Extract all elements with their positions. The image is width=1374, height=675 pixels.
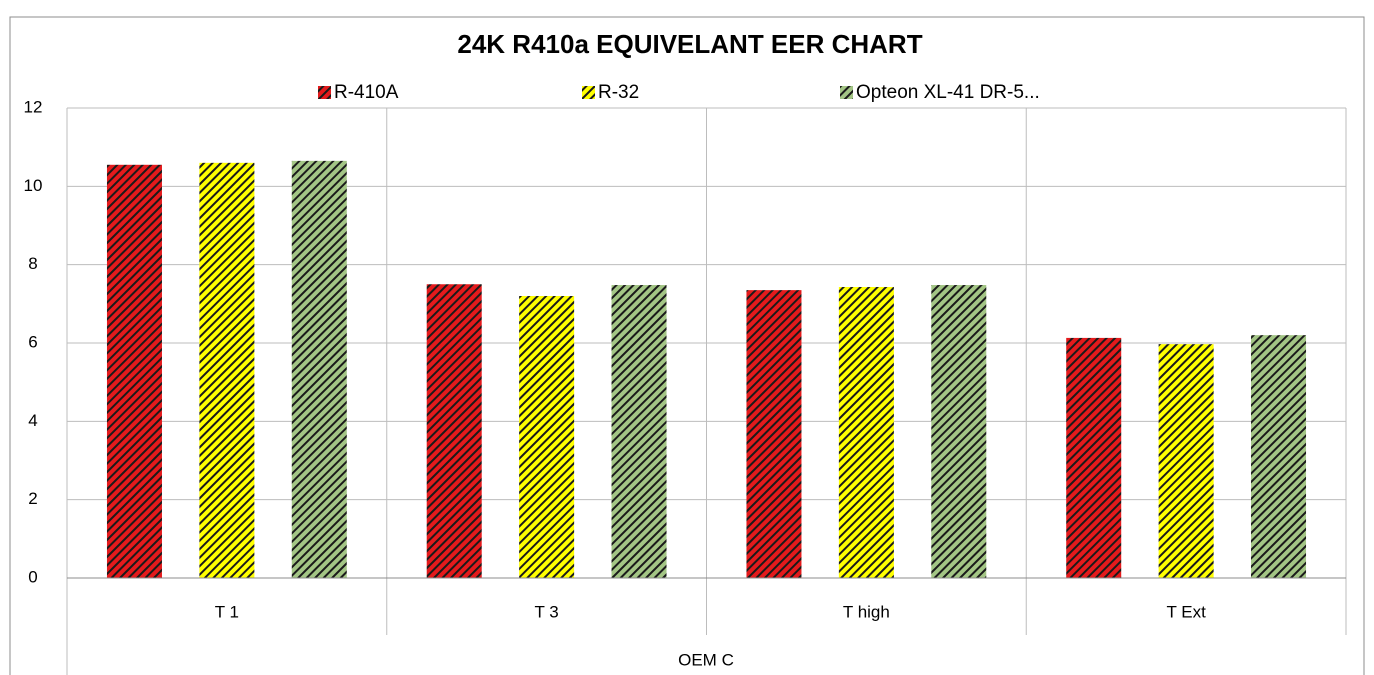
group-label: OEM C [678,650,734,669]
y-tick-label: 6 [28,332,37,351]
bar [1158,344,1214,578]
y-tick-label: 4 [28,411,37,430]
bar [106,164,162,578]
y-tick-label: 8 [28,254,37,273]
bar [426,284,482,578]
y-tick-label: 10 [24,176,43,195]
bar [1066,337,1122,578]
legend-label: R-410A [334,82,399,103]
legend-swatch [840,86,853,99]
x-tick-label: T 3 [534,602,558,621]
bar [199,162,255,579]
legend-label: Opteon XL-41 DR-5... [856,82,1040,103]
chart-title: 24K R410a EQUIVELANT EER CHART [457,29,922,59]
y-tick-label: 2 [28,489,37,508]
x-tick-label: T high [843,602,890,621]
y-tick-label: 12 [24,97,43,116]
bar [519,296,575,578]
legend-swatch [318,86,331,99]
legend-label: R-32 [598,82,639,103]
bar [931,285,987,578]
bar [1251,335,1307,578]
legend-swatch [582,86,595,99]
y-tick-label: 0 [28,567,37,586]
x-tick-label: T 1 [215,602,239,621]
x-tick-label: T Ext [1166,602,1206,621]
bar [838,286,894,578]
bar [611,285,667,578]
bar [291,160,347,578]
bar [746,290,802,578]
